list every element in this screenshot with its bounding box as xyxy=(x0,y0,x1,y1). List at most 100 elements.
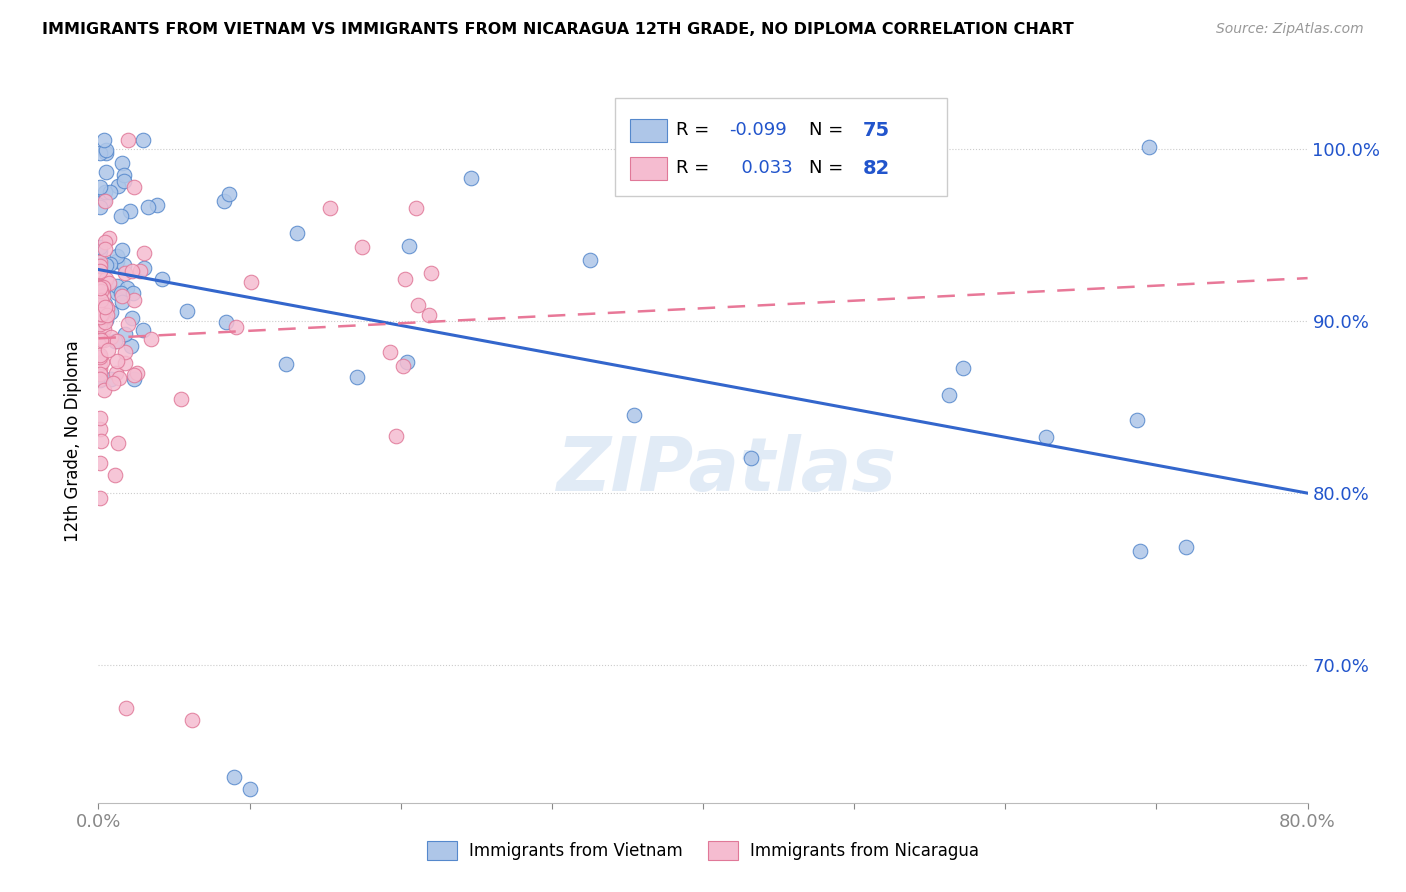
Point xyxy=(176,303,198,318)
Text: 82: 82 xyxy=(863,159,890,178)
Point xyxy=(89,239,111,253)
Point xyxy=(93,194,115,208)
Point xyxy=(89,317,111,331)
Point xyxy=(623,408,645,422)
Point xyxy=(98,257,121,271)
FancyBboxPatch shape xyxy=(630,157,666,180)
Point xyxy=(105,334,128,349)
Point xyxy=(89,362,111,376)
Point xyxy=(96,308,118,322)
Point xyxy=(112,173,135,187)
Point xyxy=(181,713,204,727)
Point xyxy=(89,367,111,381)
Point xyxy=(115,281,138,295)
Point xyxy=(1175,540,1198,554)
Point xyxy=(89,348,111,362)
Point xyxy=(89,456,111,470)
Point xyxy=(89,357,111,371)
Point xyxy=(105,366,128,380)
Point xyxy=(105,286,128,301)
Point xyxy=(214,315,236,329)
Point xyxy=(89,331,111,345)
Point xyxy=(89,311,111,326)
Point xyxy=(90,307,112,321)
Point xyxy=(132,245,155,260)
Point xyxy=(121,264,143,278)
Point xyxy=(89,372,111,386)
Point xyxy=(100,372,122,386)
Point xyxy=(240,275,263,289)
Point xyxy=(97,343,120,357)
Point xyxy=(93,134,115,148)
Point xyxy=(134,260,156,275)
Point xyxy=(89,312,111,326)
Point xyxy=(90,333,112,347)
Point xyxy=(952,361,974,376)
Point xyxy=(89,264,111,278)
Point xyxy=(118,203,141,218)
Point xyxy=(122,180,145,194)
Point xyxy=(112,168,135,182)
Point xyxy=(579,253,602,268)
Point xyxy=(93,300,115,314)
Point xyxy=(89,280,111,294)
Point xyxy=(391,359,413,373)
Text: 0.033: 0.033 xyxy=(730,160,793,178)
Point xyxy=(124,293,146,307)
Point xyxy=(224,770,246,784)
Point xyxy=(170,392,193,406)
Text: 75: 75 xyxy=(863,120,890,140)
Point xyxy=(105,354,128,368)
Text: R =: R = xyxy=(676,121,716,139)
Point xyxy=(89,294,111,309)
Point xyxy=(94,185,117,199)
Point xyxy=(1126,413,1149,427)
Point xyxy=(89,299,111,313)
Point xyxy=(93,193,115,207)
Point xyxy=(93,322,115,336)
Point xyxy=(93,333,115,347)
Point xyxy=(94,145,117,160)
Point xyxy=(117,134,139,148)
Point xyxy=(96,165,118,179)
Point xyxy=(97,231,120,245)
Point xyxy=(346,370,368,384)
Point xyxy=(101,376,124,390)
Point xyxy=(89,421,111,435)
Point xyxy=(93,242,115,256)
Point xyxy=(110,285,132,300)
Point xyxy=(90,293,112,307)
Point xyxy=(114,345,136,359)
Point xyxy=(90,372,112,386)
Point xyxy=(122,368,145,383)
Point xyxy=(94,272,117,286)
Point xyxy=(114,701,136,715)
Point xyxy=(89,180,111,194)
Point xyxy=(112,258,135,272)
Text: R =: R = xyxy=(676,160,716,178)
Point xyxy=(114,266,136,280)
Point xyxy=(93,315,115,329)
Y-axis label: 12th Grade, No Diploma: 12th Grade, No Diploma xyxy=(65,341,83,542)
Point xyxy=(89,310,111,325)
Point xyxy=(107,179,129,194)
Point xyxy=(91,289,114,303)
Point xyxy=(114,356,136,370)
Point xyxy=(352,240,374,254)
Point xyxy=(111,295,134,310)
Point xyxy=(117,318,139,332)
Point xyxy=(89,350,111,364)
Text: -0.099: -0.099 xyxy=(730,121,787,139)
FancyBboxPatch shape xyxy=(614,98,948,196)
Point xyxy=(408,298,430,312)
Point xyxy=(107,253,129,268)
FancyBboxPatch shape xyxy=(630,119,666,142)
Point xyxy=(285,226,308,240)
Point xyxy=(418,308,440,322)
Point xyxy=(212,194,235,208)
Point xyxy=(319,201,342,215)
Point xyxy=(419,266,441,280)
Point xyxy=(398,239,420,253)
Point xyxy=(120,339,142,353)
Point xyxy=(90,355,112,369)
